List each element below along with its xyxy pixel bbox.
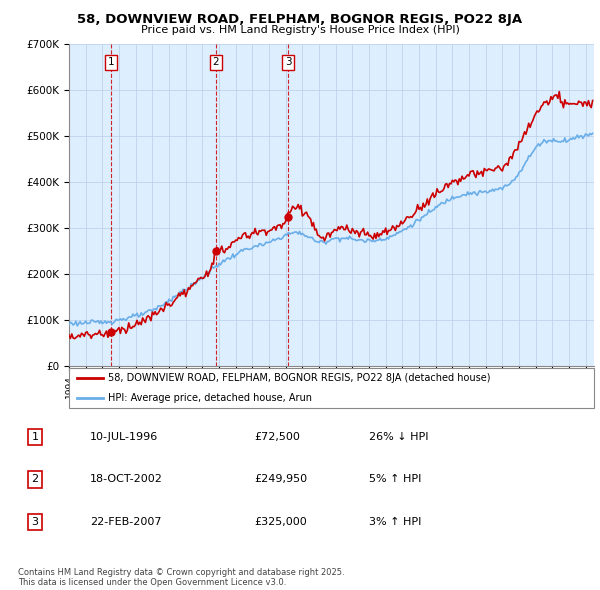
Text: 5% ↑ HPI: 5% ↑ HPI xyxy=(369,474,421,484)
Text: Price paid vs. HM Land Registry's House Price Index (HPI): Price paid vs. HM Land Registry's House … xyxy=(140,25,460,35)
Text: 3: 3 xyxy=(284,57,292,67)
Text: £249,950: £249,950 xyxy=(254,474,307,484)
Text: Contains HM Land Registry data © Crown copyright and database right 2025.
This d: Contains HM Land Registry data © Crown c… xyxy=(18,568,344,587)
Text: 3: 3 xyxy=(32,517,38,527)
Text: 2: 2 xyxy=(212,57,219,67)
FancyBboxPatch shape xyxy=(69,368,594,408)
Text: 2: 2 xyxy=(31,474,38,484)
Text: 58, DOWNVIEW ROAD, FELPHAM, BOGNOR REGIS, PO22 8JA (detached house): 58, DOWNVIEW ROAD, FELPHAM, BOGNOR REGIS… xyxy=(109,373,491,383)
Text: 26% ↓ HPI: 26% ↓ HPI xyxy=(369,432,428,442)
Text: £72,500: £72,500 xyxy=(254,432,300,442)
Text: 1: 1 xyxy=(108,57,115,67)
Text: 3% ↑ HPI: 3% ↑ HPI xyxy=(369,517,421,527)
Text: 18-OCT-2002: 18-OCT-2002 xyxy=(90,474,163,484)
Text: 1: 1 xyxy=(32,432,38,442)
Text: 10-JUL-1996: 10-JUL-1996 xyxy=(90,432,158,442)
Text: 22-FEB-2007: 22-FEB-2007 xyxy=(90,517,161,527)
Text: 58, DOWNVIEW ROAD, FELPHAM, BOGNOR REGIS, PO22 8JA: 58, DOWNVIEW ROAD, FELPHAM, BOGNOR REGIS… xyxy=(77,13,523,26)
Bar xyxy=(69,44,77,366)
Text: HPI: Average price, detached house, Arun: HPI: Average price, detached house, Arun xyxy=(109,394,313,403)
Text: £325,000: £325,000 xyxy=(254,517,307,527)
